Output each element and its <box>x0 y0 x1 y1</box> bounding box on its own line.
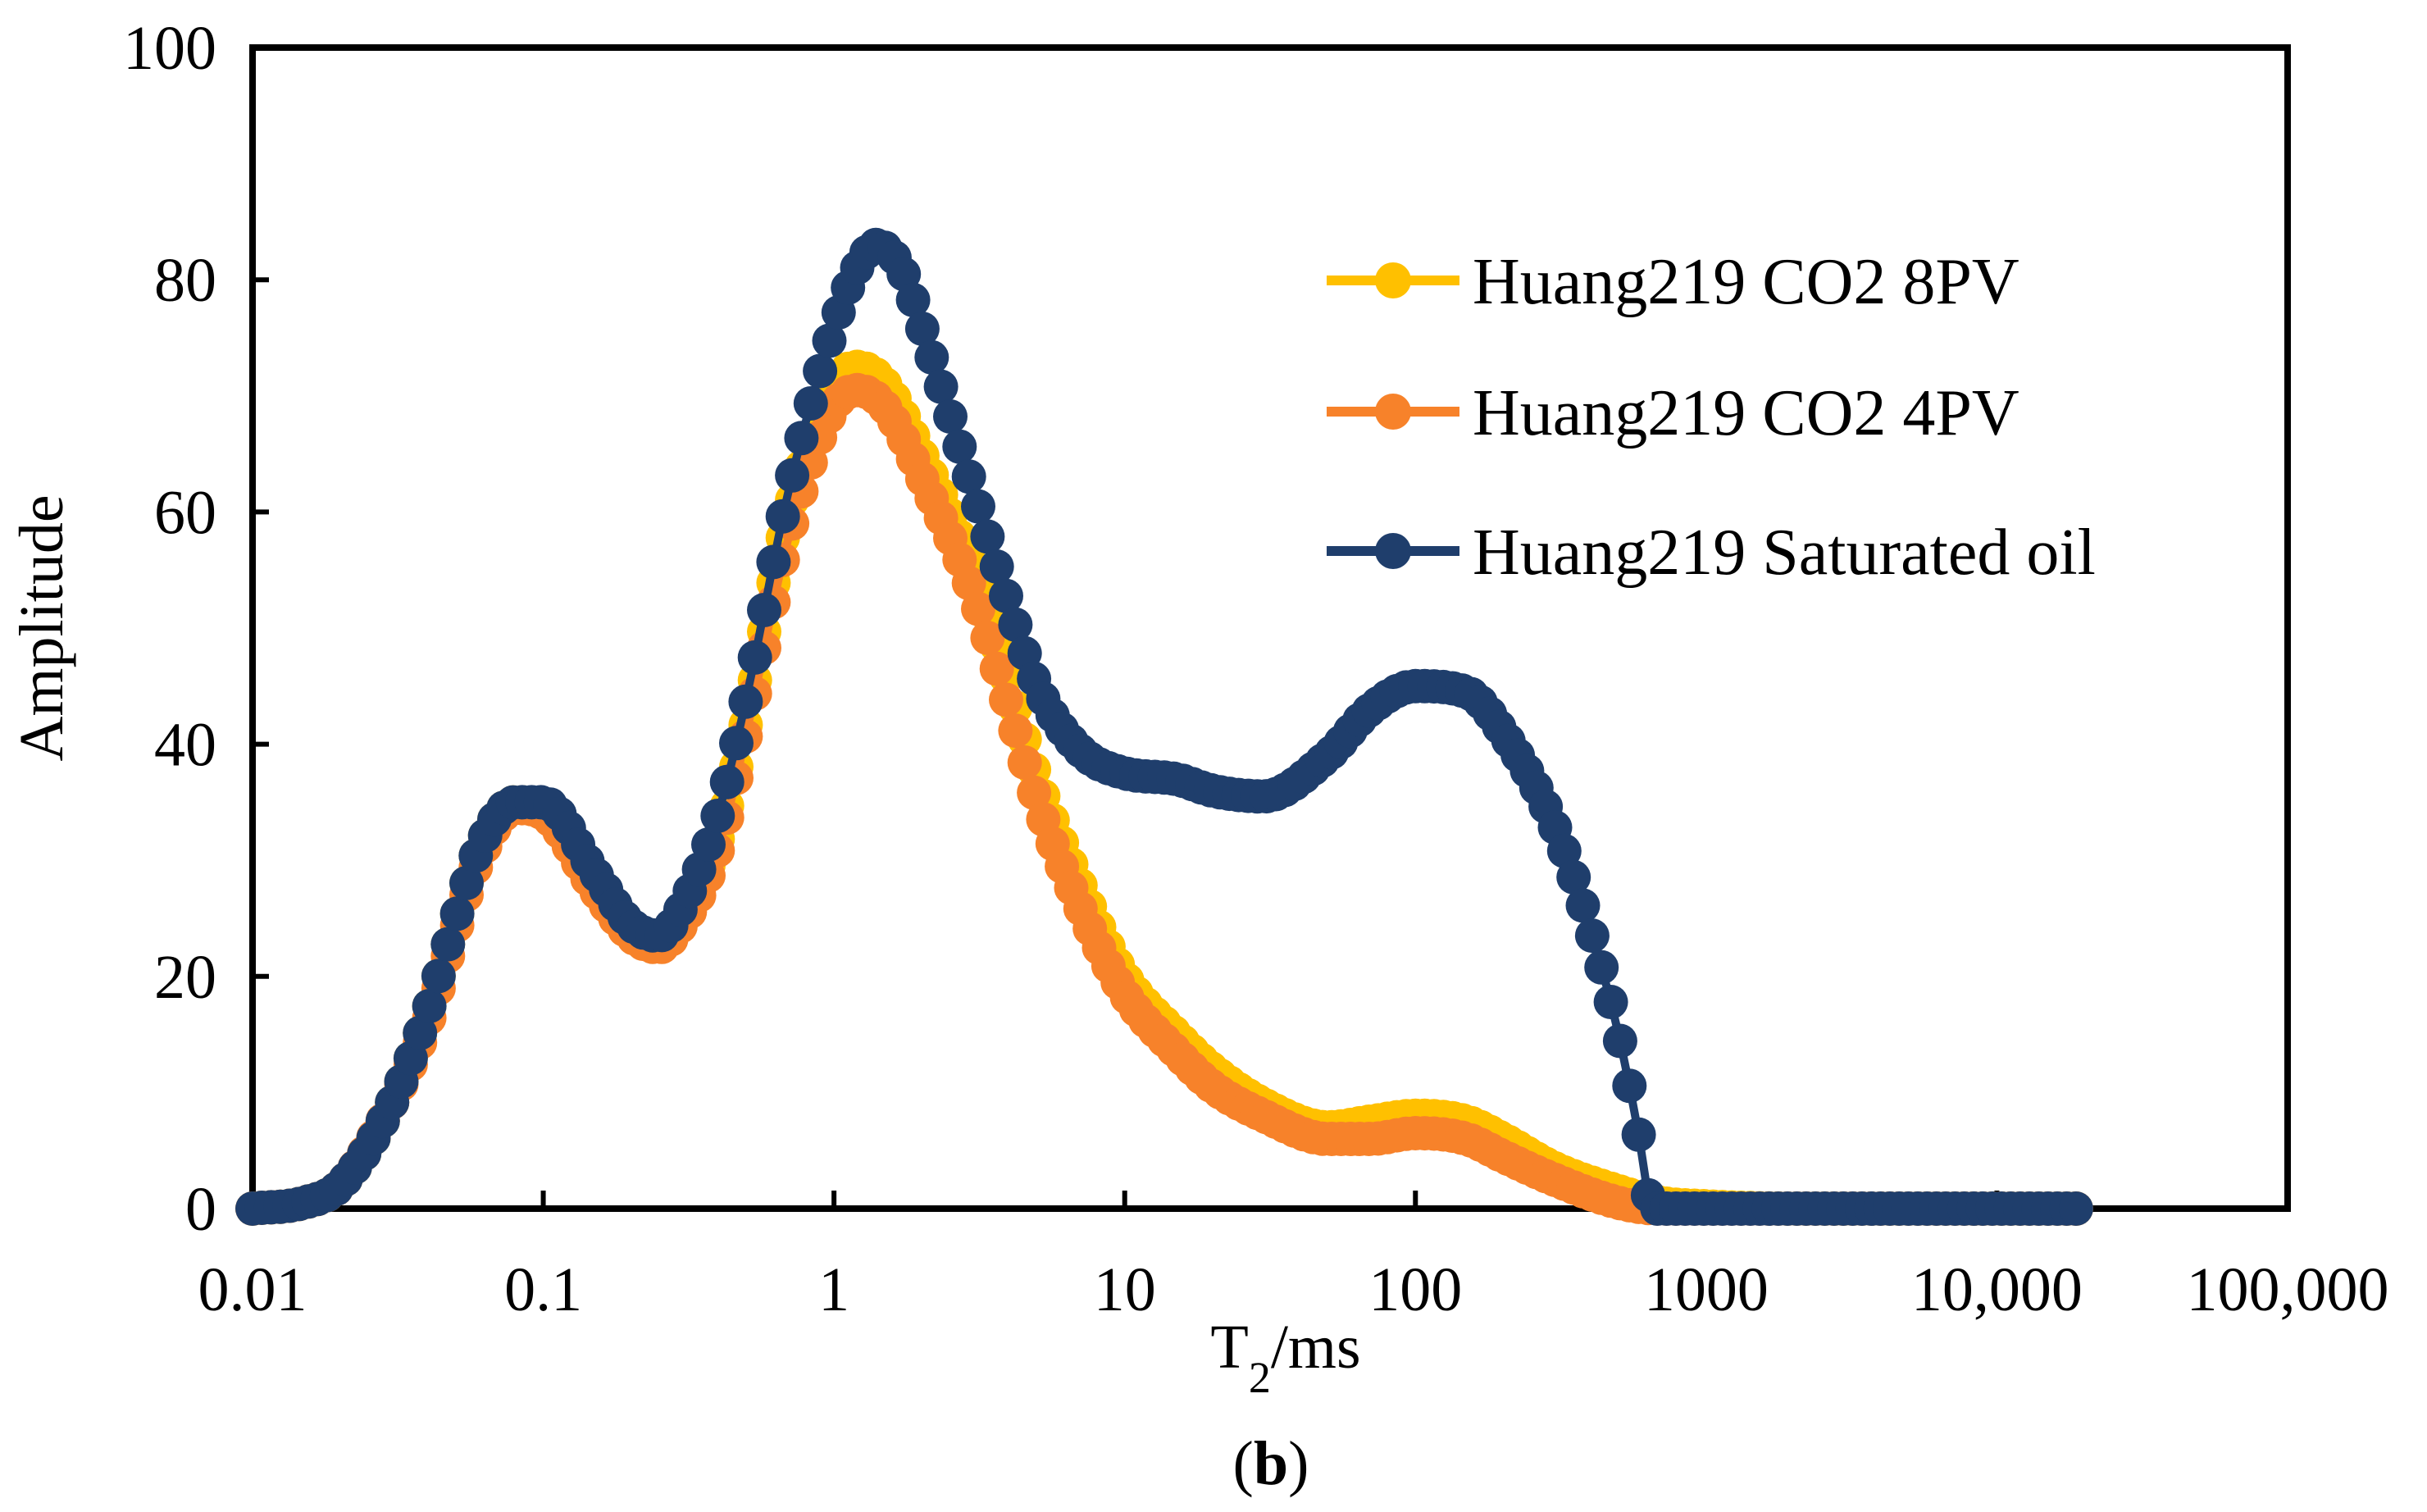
data-point <box>439 896 475 931</box>
y-axis-ticks: 0 20 40 60 80 100 <box>123 14 269 1244</box>
data-point <box>403 1015 438 1050</box>
legend-label: Huang219 CO2 4PV <box>1473 377 2019 449</box>
x-axis-ticks: 0.01 0.1 1 10 100 1000 10,000 100,000 <box>198 1191 2389 1324</box>
data-point <box>784 421 819 456</box>
plot-area-frame <box>249 44 2291 1212</box>
data-point <box>961 489 995 524</box>
x-tick-label: 10,000 <box>1911 1255 2083 1324</box>
series-2 <box>235 227 2093 1226</box>
series-layer <box>235 227 2093 1226</box>
data-point <box>914 339 949 375</box>
legend-item: Huang219 Saturated oil <box>1327 517 2096 589</box>
data-point <box>979 651 1014 686</box>
data-point <box>1621 1117 1656 1152</box>
data-point <box>709 764 744 799</box>
data-point <box>951 459 986 494</box>
y-tick-label: 60 <box>154 478 216 547</box>
data-point <box>719 726 754 761</box>
x-tick-label: 1 <box>818 1255 849 1324</box>
x-axis-title: T2/ms <box>1210 1313 1360 1402</box>
data-point <box>923 369 959 404</box>
data-point <box>970 621 1005 655</box>
legend-marker <box>1375 394 1411 430</box>
data-point <box>1612 1068 1647 1104</box>
data-point <box>1584 950 1619 985</box>
data-point <box>1593 985 1628 1019</box>
y-tick-label: 40 <box>154 711 216 780</box>
data-point <box>737 640 772 675</box>
y-axis-title: Amplitude <box>7 494 76 761</box>
y-tick-label: 20 <box>154 943 216 1012</box>
legend-marker <box>1375 533 1411 569</box>
data-point <box>979 549 1014 584</box>
legend: Huang219 CO2 8PV Huang219 CO2 4PV Huang219… <box>1327 246 2096 589</box>
x-tick-label: 0.01 <box>198 1255 307 1324</box>
data-point <box>812 323 847 358</box>
data-point <box>747 593 781 627</box>
data-point <box>895 282 931 317</box>
x-tick-label: 10 <box>1094 1255 1156 1324</box>
data-point <box>951 566 986 601</box>
data-point <box>1556 859 1591 895</box>
x-tick-label: 1000 <box>1644 1255 1769 1324</box>
data-point <box>691 827 726 862</box>
y-tick-label: 80 <box>154 246 216 315</box>
figure-caption: (b) <box>1233 1429 1309 1498</box>
legend-item: Huang219 CO2 8PV <box>1327 246 2019 318</box>
data-point <box>989 682 1023 717</box>
data-point <box>803 353 838 389</box>
data-point <box>449 865 484 900</box>
data-point <box>998 607 1033 642</box>
x-tick-label: 0.1 <box>504 1255 582 1324</box>
data-point <box>989 578 1023 613</box>
data-point <box>2058 1191 2093 1226</box>
data-point <box>942 429 977 464</box>
data-point <box>904 312 940 346</box>
data-point <box>961 591 995 626</box>
data-point <box>728 684 763 719</box>
legend-item: Huang219 CO2 4PV <box>1327 377 2019 449</box>
data-point <box>886 257 922 292</box>
legend-marker <box>1375 262 1411 298</box>
data-point <box>775 458 810 493</box>
data-point <box>1574 918 1610 954</box>
data-point <box>765 499 800 534</box>
legend-label: Huang219 Saturated oil <box>1473 517 2096 589</box>
data-point <box>1017 775 1052 810</box>
data-point <box>933 399 968 434</box>
data-point <box>1007 745 1042 780</box>
data-point <box>1565 888 1601 923</box>
data-point <box>421 959 456 994</box>
data-point <box>970 519 1005 554</box>
data-point <box>998 713 1033 749</box>
data-point <box>793 386 828 421</box>
data-point <box>1602 1023 1637 1059</box>
data-point <box>430 927 466 962</box>
x-tick-label: 100,000 <box>2187 1255 2389 1324</box>
data-point <box>412 989 447 1023</box>
data-point <box>700 799 735 833</box>
y-tick-label: 100 <box>123 14 216 83</box>
x-tick-label: 100 <box>1368 1255 1462 1324</box>
y-tick-label: 0 <box>185 1175 216 1244</box>
data-point <box>756 544 791 580</box>
legend-label: Huang219 CO2 8PV <box>1473 246 2019 318</box>
data-point <box>1546 833 1582 868</box>
